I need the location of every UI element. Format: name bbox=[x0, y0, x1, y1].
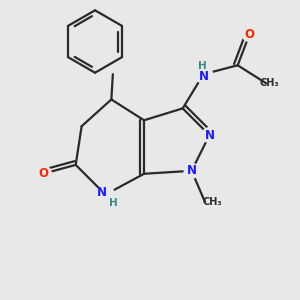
Text: H: H bbox=[109, 198, 118, 208]
Text: N: N bbox=[199, 70, 208, 83]
Text: CH₃: CH₃ bbox=[259, 78, 279, 88]
Circle shape bbox=[184, 164, 199, 178]
Circle shape bbox=[195, 65, 212, 83]
Circle shape bbox=[35, 166, 51, 182]
Circle shape bbox=[97, 186, 114, 203]
Text: CH₃: CH₃ bbox=[202, 197, 222, 207]
Text: N: N bbox=[204, 129, 214, 142]
Text: O: O bbox=[38, 167, 48, 180]
Circle shape bbox=[242, 27, 257, 41]
Text: H: H bbox=[198, 61, 206, 71]
Circle shape bbox=[202, 128, 217, 142]
Text: N: N bbox=[97, 186, 107, 199]
Text: O: O bbox=[244, 28, 255, 40]
Text: N: N bbox=[187, 164, 196, 177]
